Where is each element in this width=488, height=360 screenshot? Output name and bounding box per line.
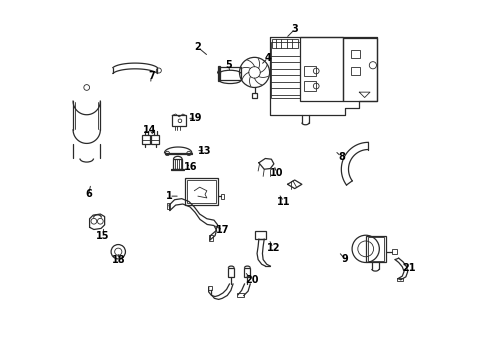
Bar bbox=[221, 194, 224, 199]
Bar bbox=[391, 249, 396, 254]
Text: 14: 14 bbox=[142, 125, 156, 135]
Bar bbox=[303, 66, 316, 76]
Text: 13: 13 bbox=[198, 145, 211, 156]
Text: 17: 17 bbox=[216, 225, 229, 235]
Bar bbox=[303, 81, 316, 91]
Bar bbox=[255, 231, 265, 239]
Bar bbox=[173, 159, 182, 169]
Bar bbox=[219, 67, 241, 80]
Bar bbox=[142, 135, 150, 144]
Text: 8: 8 bbox=[337, 152, 344, 162]
Bar bbox=[366, 235, 386, 262]
Text: 16: 16 bbox=[183, 162, 197, 172]
Text: 18: 18 bbox=[111, 255, 125, 265]
Text: 1: 1 bbox=[165, 191, 172, 201]
Bar bbox=[185, 178, 217, 205]
Bar bbox=[396, 278, 402, 281]
Text: 12: 12 bbox=[266, 243, 279, 253]
Bar bbox=[271, 42, 300, 98]
Text: 2: 2 bbox=[194, 42, 201, 52]
Text: 6: 6 bbox=[85, 189, 92, 199]
Bar bbox=[351, 67, 360, 75]
Text: 20: 20 bbox=[244, 275, 258, 285]
Bar bbox=[367, 237, 384, 261]
Bar bbox=[209, 234, 212, 241]
Text: 4: 4 bbox=[264, 53, 271, 63]
Bar bbox=[228, 268, 234, 277]
Bar bbox=[343, 39, 376, 101]
Bar bbox=[187, 180, 215, 203]
Bar bbox=[244, 268, 250, 277]
Bar bbox=[166, 203, 170, 210]
Bar bbox=[172, 116, 185, 126]
Bar bbox=[151, 135, 159, 144]
Text: 21: 21 bbox=[402, 263, 415, 273]
Text: 10: 10 bbox=[269, 168, 283, 178]
Text: 11: 11 bbox=[277, 197, 290, 207]
Text: 7: 7 bbox=[147, 71, 154, 81]
Text: 5: 5 bbox=[224, 60, 231, 70]
Bar bbox=[207, 286, 212, 291]
Text: 9: 9 bbox=[341, 254, 347, 264]
Bar bbox=[217, 66, 220, 81]
Text: 3: 3 bbox=[291, 24, 298, 35]
Bar bbox=[272, 39, 298, 48]
Bar bbox=[351, 50, 360, 58]
Text: 19: 19 bbox=[189, 113, 203, 123]
Bar bbox=[251, 93, 257, 98]
Bar bbox=[300, 37, 343, 101]
Text: 15: 15 bbox=[96, 231, 109, 240]
Bar bbox=[236, 293, 244, 297]
